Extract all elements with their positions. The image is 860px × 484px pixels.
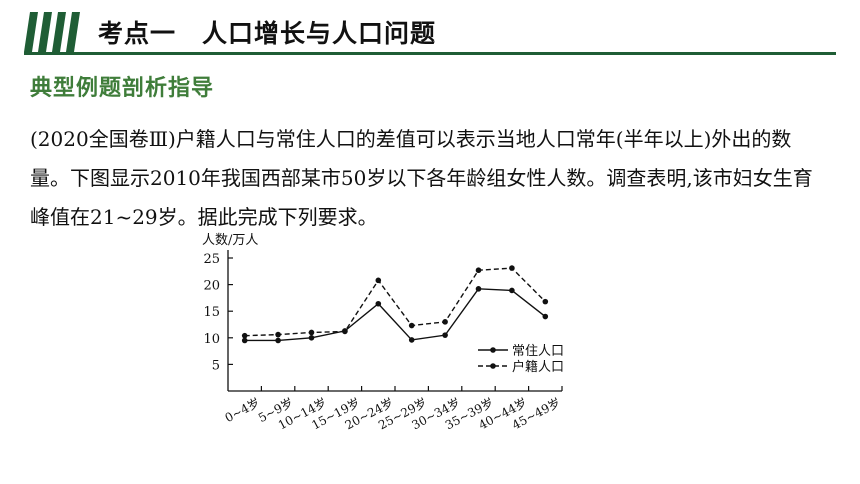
data-point <box>542 313 549 320</box>
x-tick-label: 0~4岁 <box>222 394 262 425</box>
data-point <box>308 335 315 341</box>
data-point <box>375 300 382 307</box>
data-point <box>241 332 248 339</box>
data-point <box>542 298 549 305</box>
section-stripes-icon <box>24 12 80 52</box>
y-tick-label: 10 <box>203 332 220 347</box>
data-point <box>475 267 482 274</box>
data-point <box>442 332 448 338</box>
data-point <box>509 265 515 271</box>
subtitle: 典型例题剖析指导 <box>30 76 215 101</box>
y-axis-label: 人数/万人 <box>202 233 258 248</box>
legend-marker <box>490 347 496 353</box>
series-line-2 <box>244 267 546 337</box>
data-point <box>308 329 315 336</box>
header-divider <box>24 52 836 55</box>
data-point <box>442 319 448 325</box>
question-text: (2020全国卷Ⅲ)户籍人口与常住人口的差值可以表示当地人口常年(半年以上)外出… <box>30 127 813 229</box>
data-point <box>408 337 415 343</box>
data-point <box>241 337 248 344</box>
legend-label: 常住人口 <box>512 344 564 359</box>
y-tick-label: 5 <box>212 358 220 373</box>
population-line-chart: 人数/万人5101520250~4岁5~9岁10~14岁15~19岁20~24岁… <box>202 233 564 432</box>
data-point <box>275 337 281 344</box>
y-tick-label: 25 <box>203 252 220 267</box>
data-point <box>275 331 281 338</box>
y-tick-label: 15 <box>203 305 220 320</box>
section-header: 考点一 人口增长与人口问题 <box>0 0 860 62</box>
section-title: 考点一 人口增长与人口问题 <box>98 19 437 48</box>
series-line-1 <box>244 288 546 342</box>
data-point <box>375 277 382 284</box>
data-point <box>475 286 482 292</box>
data-point <box>408 322 415 329</box>
legend-label: 户籍人口 <box>512 359 564 375</box>
legend-marker <box>490 363 496 369</box>
data-point <box>509 287 515 294</box>
data-point <box>342 328 348 335</box>
y-tick-label: 20 <box>203 279 220 294</box>
